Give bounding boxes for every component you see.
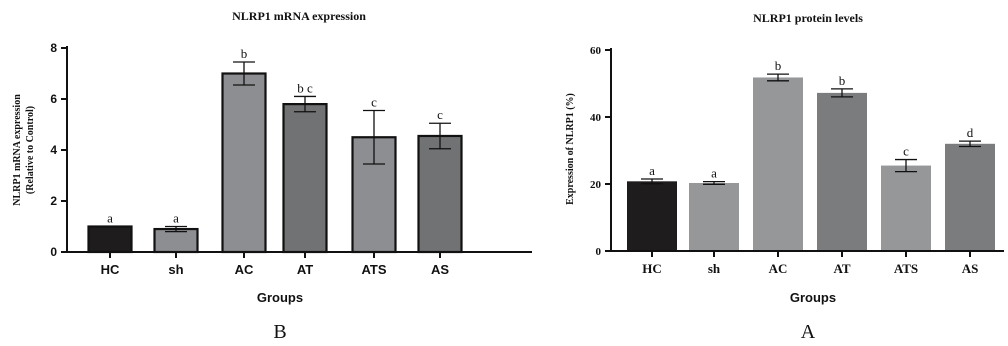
chart-title-a: NLRP1 protein levels <box>753 11 863 25</box>
chart-panel-a: NLRP1 protein levels Expression of NLRP1… <box>565 11 1004 343</box>
y-tick-label: 60 <box>590 45 602 57</box>
x-tick-label: AC <box>235 262 254 277</box>
y-ticks-a: 0 20 40 60 <box>590 45 611 258</box>
significance-letter: b <box>775 58 782 73</box>
bar-at <box>282 102 328 254</box>
significance-letter: c <box>903 144 909 159</box>
x-tick-label: AT <box>297 262 313 277</box>
y-ticks-b: 0 2 4 6 8 <box>50 41 67 259</box>
y-axis-label-a: Expression of NLRP1 (%) <box>565 93 576 205</box>
y-axis-label-b-line2: (Relative to Control) <box>25 106 36 194</box>
significance-letter: a <box>649 163 655 178</box>
bars-a: a a b b c d <box>627 58 995 251</box>
x-axis-label-a: Groups <box>790 290 836 305</box>
significance-letter: a <box>107 211 113 226</box>
bar-hc <box>87 225 133 254</box>
x-axis-label-b: Groups <box>257 290 303 305</box>
y-tick-label: 2 <box>50 194 57 208</box>
x-tick-label: AT <box>833 261 850 276</box>
bar-as <box>945 143 995 251</box>
x-tick-label: HC <box>101 262 120 277</box>
x-tick-label: ATS <box>361 262 386 277</box>
y-tick-label: 6 <box>50 92 57 106</box>
x-tick-label: AS <box>962 261 979 276</box>
x-tick-label: AS <box>431 262 449 277</box>
panel-label-b: B <box>273 321 286 343</box>
bar-as <box>417 134 463 254</box>
bar-sh <box>153 227 199 254</box>
x-tick-label: sh <box>708 261 721 276</box>
x-ticks-b: HC sh AC AT ATS AS <box>101 252 449 277</box>
x-tick-label: ATS <box>894 261 918 276</box>
bar-sh <box>689 182 739 251</box>
y-tick-label: 0 <box>50 245 57 259</box>
bar-ac <box>753 77 803 251</box>
bar-at <box>817 92 867 251</box>
significance-letter: b <box>241 46 248 61</box>
y-tick-label: 20 <box>590 179 602 191</box>
bar-hc <box>627 181 677 251</box>
significance-letter: c <box>371 94 377 109</box>
x-ticks-a: HC sh AC AT ATS AS <box>642 251 978 276</box>
y-axis-label-b-line1: NLRP1 mRNA expression <box>12 94 23 206</box>
y-tick-label: 8 <box>50 41 57 55</box>
panel-label-a: A <box>801 321 816 343</box>
bar-ats <box>881 165 931 251</box>
y-tick-label: 40 <box>590 112 602 124</box>
y-tick-label: 0 <box>596 246 602 258</box>
chart-panel-b: NLRP1 mRNA expression NLRP1 mRNA express… <box>12 9 532 343</box>
significance-letter: a <box>711 166 717 181</box>
chart-title-b: NLRP1 mRNA expression <box>232 9 366 23</box>
significance-letter: b <box>839 73 846 88</box>
significance-letter: a <box>173 211 179 226</box>
x-tick-label: AC <box>769 261 788 276</box>
y-tick-label: 4 <box>50 143 57 157</box>
significance-letter: b c <box>297 80 313 95</box>
significance-letter: c <box>437 107 443 122</box>
bars-b: a a b b c c c <box>87 46 463 254</box>
bar-ac <box>221 72 267 254</box>
x-tick-label: sh <box>168 262 183 277</box>
x-tick-label: HC <box>642 261 662 276</box>
significance-letter: d <box>967 125 974 140</box>
